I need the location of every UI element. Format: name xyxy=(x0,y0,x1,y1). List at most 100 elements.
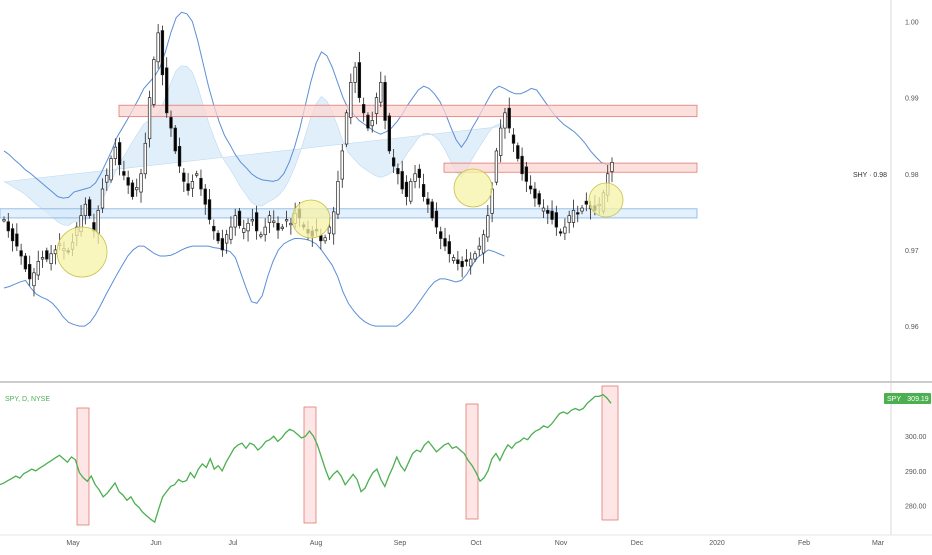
spy-y-tick: 280.00 xyxy=(905,503,927,510)
candle-body xyxy=(19,250,23,257)
breakout-circle xyxy=(588,182,624,218)
support-zone xyxy=(0,208,698,219)
shy-price-axis[interactable]: 1.00 0.99 0.98 0.97 0.96 xyxy=(905,19,919,331)
resistance-zone-lower xyxy=(443,162,698,173)
candle-body xyxy=(400,171,404,190)
time-axis-label: Dec xyxy=(631,540,644,547)
shy-y-tick: 1.00 xyxy=(905,19,919,26)
candle-body xyxy=(447,241,451,255)
candle-body xyxy=(391,157,396,167)
candle-body xyxy=(344,112,349,145)
candle-body xyxy=(147,97,152,140)
spy-y-tick: 300.00 xyxy=(905,434,927,441)
candle-body xyxy=(267,215,272,223)
candle-body xyxy=(207,199,212,220)
candle-body xyxy=(417,168,421,178)
candle-body xyxy=(370,120,374,127)
candle-body xyxy=(396,168,400,175)
time-axis-label: 2020 xyxy=(709,540,725,547)
candle-body xyxy=(216,232,220,242)
time-axis-label: Aug xyxy=(310,540,323,547)
candle-body xyxy=(233,215,237,228)
time-axis-label: Jun xyxy=(150,540,161,547)
breakout-circles xyxy=(56,168,624,278)
candle-body xyxy=(413,173,417,182)
time-axis[interactable]: May Jun Jul Aug Sep Oct Nov Dec 2020 Feb Mar xyxy=(66,540,884,547)
bollinger-lower-line xyxy=(3,238,505,327)
shy-candles xyxy=(2,24,614,297)
candle-body xyxy=(366,114,370,129)
candle-body xyxy=(190,181,195,189)
shy-y-tick: 0.99 xyxy=(905,96,919,103)
candle-body xyxy=(563,226,567,234)
breakout-circle xyxy=(453,168,493,208)
candle-body xyxy=(379,82,383,103)
candle-body xyxy=(558,231,563,234)
candle-body xyxy=(224,234,229,244)
candle-body xyxy=(486,215,490,238)
shy-y-tick: 0.98 xyxy=(905,172,919,179)
spy-legend: SPY, D, NYSE xyxy=(5,396,50,403)
time-axis-label: Jul xyxy=(229,540,238,547)
candle-body xyxy=(503,112,507,129)
candle-body xyxy=(53,249,58,255)
candle-body xyxy=(87,199,92,217)
candle-body xyxy=(259,234,263,237)
candle-body xyxy=(169,117,173,129)
candle-body xyxy=(332,211,336,235)
candle-body xyxy=(516,145,520,159)
candle-body xyxy=(430,201,434,219)
candle-body xyxy=(537,193,541,205)
candle-body xyxy=(336,181,340,215)
candle-body xyxy=(340,150,344,180)
shy-y-tick: 0.96 xyxy=(905,324,919,331)
candle-body xyxy=(357,62,362,98)
candle-body xyxy=(105,174,109,183)
spy-price-axis[interactable]: 300.00 290.00 280.00 xyxy=(905,434,927,510)
candle-body xyxy=(173,127,177,152)
candle-body xyxy=(494,150,499,183)
candle-body xyxy=(177,145,182,167)
candle-body xyxy=(353,66,357,83)
candle-body xyxy=(135,187,139,191)
candle-body xyxy=(242,228,246,233)
candle-body xyxy=(584,200,588,205)
candle-body xyxy=(165,67,169,114)
spy-highlight-window xyxy=(303,406,317,524)
candle-body xyxy=(319,235,323,242)
candle-body xyxy=(387,115,392,152)
candle-body xyxy=(546,209,550,214)
candle-body xyxy=(220,238,225,251)
candle-body xyxy=(126,177,130,186)
candle-body xyxy=(10,228,15,242)
candle-body xyxy=(426,198,430,205)
candle-body xyxy=(383,82,387,121)
candle-body xyxy=(528,185,533,190)
candle-body xyxy=(212,225,216,232)
candle-body xyxy=(130,182,135,197)
candle-body xyxy=(456,259,460,264)
spy-badge-value: 309.19 xyxy=(907,396,929,403)
candle-body xyxy=(276,222,280,231)
candle-body xyxy=(139,173,143,193)
candle-body xyxy=(96,209,100,234)
candle-body xyxy=(469,258,473,267)
candle-body xyxy=(40,257,45,260)
candle-body xyxy=(186,183,190,191)
breakout-circle xyxy=(291,199,331,239)
candle-body xyxy=(246,222,250,232)
candle-body xyxy=(263,226,267,236)
time-axis-label: Nov xyxy=(555,540,568,547)
candle-body xyxy=(36,261,40,276)
candle-body xyxy=(477,245,481,250)
spy-highlight-windows xyxy=(76,385,619,526)
candle-body xyxy=(113,146,117,159)
candle-body xyxy=(404,181,409,197)
candle-body xyxy=(439,231,443,239)
spy-price-line xyxy=(0,393,612,524)
candle-body xyxy=(122,171,126,176)
candle-body xyxy=(507,107,511,129)
candle-body xyxy=(421,184,426,197)
